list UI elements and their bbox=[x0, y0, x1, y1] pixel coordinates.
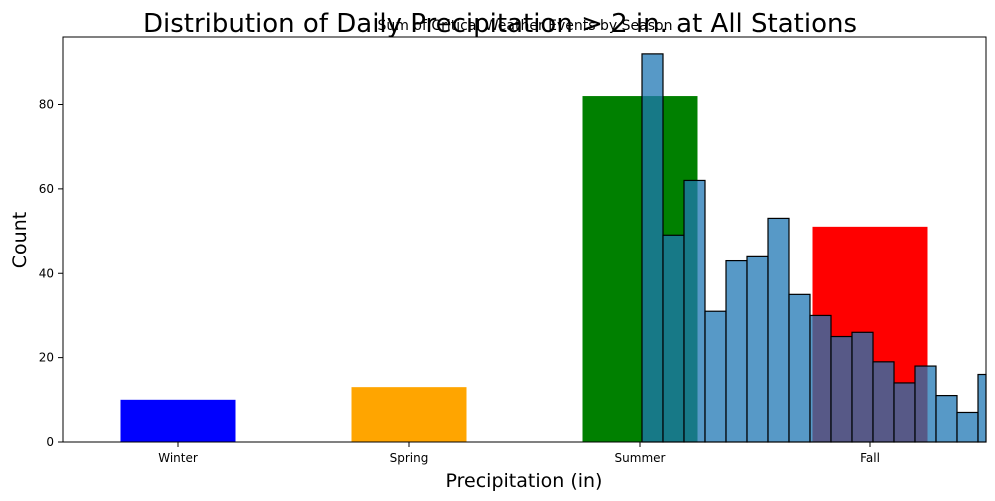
histogram-bins bbox=[641, 53, 987, 443]
tick-labels: 0 20 40 60 80 Winter Spring Summer Fall bbox=[39, 98, 880, 466]
histogram-bin bbox=[893, 382, 916, 443]
x-axis-label: Precipitation (in) bbox=[446, 470, 603, 492]
histogram-bin bbox=[830, 335, 853, 443]
y-tick-label: 40 bbox=[39, 266, 54, 280]
histogram-bin bbox=[809, 314, 832, 443]
x-tick-label: Spring bbox=[390, 451, 429, 465]
histogram-bin bbox=[704, 310, 727, 443]
histogram-bin bbox=[767, 217, 790, 443]
histogram-bin bbox=[788, 293, 811, 443]
y-tick-label: 0 bbox=[46, 435, 54, 449]
histogram-bin bbox=[872, 361, 895, 443]
histogram-bin bbox=[662, 234, 685, 443]
y-tick-label: 20 bbox=[39, 351, 54, 365]
histogram-bin bbox=[977, 373, 987, 443]
bar-spring bbox=[351, 387, 467, 442]
y-tick-label: 60 bbox=[39, 182, 54, 196]
bar-chart-title: Sum of Critical Weather Events by Season bbox=[378, 18, 673, 34]
x-tick-label: Winter bbox=[158, 451, 198, 465]
histogram-bin bbox=[851, 331, 874, 443]
histogram-bin bbox=[683, 179, 706, 443]
axes bbox=[58, 36, 987, 447]
histogram-bin bbox=[956, 411, 979, 443]
x-tick-label: Fall bbox=[860, 451, 880, 465]
histogram-bin bbox=[641, 53, 664, 443]
histogram-bin bbox=[746, 255, 769, 443]
histogram-bin bbox=[725, 259, 748, 443]
plot-frame bbox=[62, 36, 987, 443]
histogram-bin bbox=[914, 365, 937, 443]
histogram-title: Distribution of Daily Precipitation > 2 … bbox=[143, 9, 857, 39]
histogram-bin bbox=[935, 394, 958, 443]
bar-winter bbox=[120, 399, 236, 442]
y-axis-label: Count bbox=[9, 212, 31, 268]
y-tick-label: 80 bbox=[39, 98, 54, 112]
x-tick-label: Summer bbox=[615, 451, 666, 465]
